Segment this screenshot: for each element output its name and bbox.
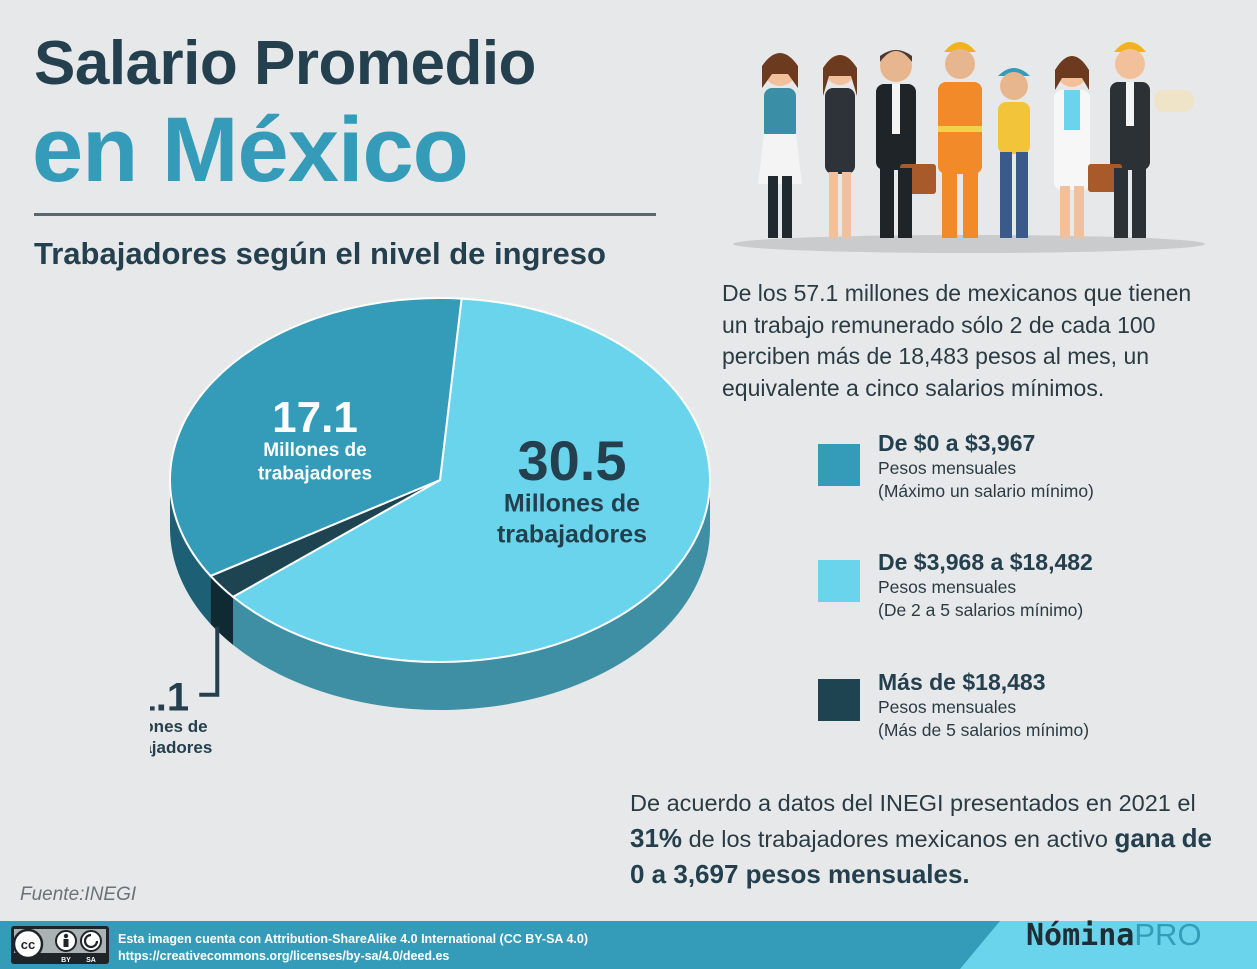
pie-unit-line2-2: trabajadores: [150, 738, 212, 757]
workers-illustration: [733, 42, 1205, 253]
intro-paragraph: De los 57.1 millones de mexicanos que ti…: [722, 280, 1192, 401]
pie-unit-line2-0: trabajadores: [258, 464, 372, 485]
license-line2: https://creativecommons.org/licenses/by-…: [118, 948, 450, 963]
legend-line1-mid: Pesos mensuales: [878, 577, 1017, 597]
legend-title-high: Más de $18,483: [878, 669, 1046, 695]
pie-leader-line: [199, 626, 220, 697]
pie-unit-line1-0: Millones de: [263, 440, 366, 461]
svg-text:cc: cc: [21, 937, 35, 952]
brand-name: Nómina: [1026, 918, 1135, 953]
fact-part2: de los trabajadores mexicanos en activo: [688, 826, 1108, 852]
source-note: Fuente:INEGI: [20, 884, 137, 905]
brand-background: [960, 921, 1257, 969]
pie-value-label-1: 30.5: [518, 429, 627, 492]
pie-unit-line1-2: Millones de: [150, 717, 208, 736]
license-text: Esta imagen cuenta con Attribution-Share…: [118, 931, 588, 964]
fact-percent: 31%: [630, 823, 683, 853]
cc-license-icon: cc BY SA: [11, 926, 109, 964]
chart-subtitle: Trabajadores según el nivel de ingreso: [34, 236, 606, 271]
legend-swatch-high: [818, 679, 860, 721]
legend-swatch-mid: [818, 560, 860, 602]
legend-title-low: De $0 a $3,967: [878, 430, 1036, 456]
pie-unit-line1-1: Millones de: [504, 489, 640, 517]
cc-sa-label: SA: [86, 957, 96, 964]
legend-swatch-low: [818, 444, 860, 486]
fact-bold1: gana: [1114, 823, 1176, 853]
pie-slice-0: [169, 297, 463, 578]
legend-line2-low: (Máximo un salario mínimo): [878, 481, 1094, 501]
legend-line1-low: Pesos mensuales: [878, 458, 1017, 478]
brand-logo: NóminaPRO: [1026, 917, 1202, 953]
fact-paragraph: De acuerdo a datos del INEGI presentados…: [630, 786, 1230, 893]
pie-unit-line2-1: trabajadores: [497, 521, 647, 549]
pie-side-0: [170, 480, 211, 624]
page-title-line1: Salario Promedio: [34, 29, 536, 98]
legend-title-mid: De $3,968 a $18,482: [878, 549, 1093, 575]
fact-part1: De acuerdo a datos del INEGI presentados…: [630, 790, 1196, 816]
title-divider: [34, 213, 656, 216]
fact-bold2: de 0 a 3,697 pesos mensuales.: [630, 823, 1212, 889]
pie-value-label-0: 17.1: [272, 393, 358, 442]
license-line1: Esta imagen cuenta con Attribution-Share…: [118, 932, 588, 946]
page-title-line2: en México: [32, 99, 469, 201]
pie-slice-1: [231, 297, 711, 663]
cc-by-label: BY: [61, 957, 71, 964]
legend-line2-high: (Más de 5 salarios mínimo): [878, 720, 1090, 740]
legend-line2-mid: (De 2 a 5 salarios mínimo): [878, 600, 1084, 620]
brand-suffix: PRO: [1134, 917, 1202, 952]
legend-line1-high: Pesos mensuales: [878, 697, 1017, 717]
pie-value-label-2: 1.1: [150, 676, 189, 720]
